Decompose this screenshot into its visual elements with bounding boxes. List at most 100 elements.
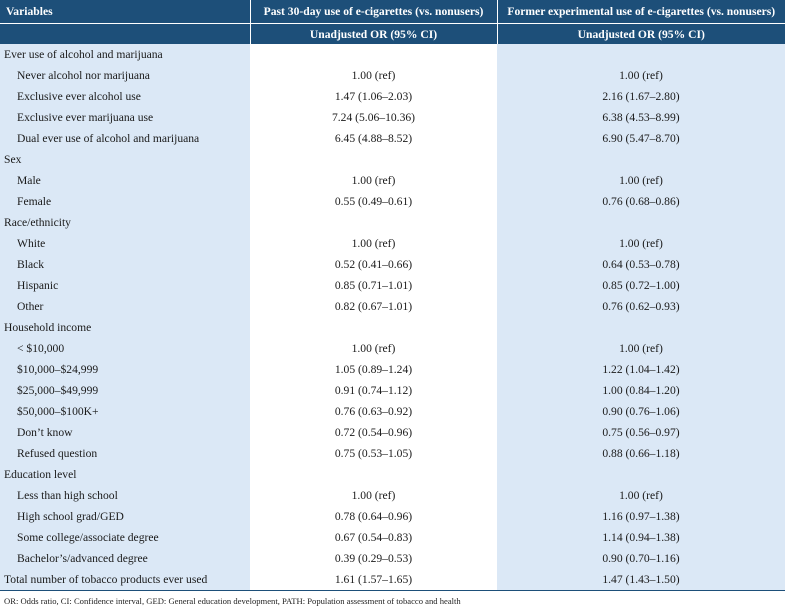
row-label: Some college/associate degree <box>0 527 250 548</box>
past-30-day-or: 0.72 (0.54–0.96) <box>250 422 497 443</box>
former-experimental-or: 0.90 (0.70–1.16) <box>497 548 785 569</box>
former-experimental-or: 0.76 (0.62–0.93) <box>497 296 785 317</box>
row-label: Race/ethnicity <box>0 212 250 233</box>
past-30-day-or: 0.76 (0.63–0.92) <box>250 401 497 422</box>
past-30-day-or: 7.24 (5.06–10.36) <box>250 107 497 128</box>
former-experimental-or <box>497 212 785 233</box>
former-experimental-or: 0.85 (0.72–1.00) <box>497 275 785 296</box>
past-30-day-or: 0.75 (0.53–1.05) <box>250 443 497 464</box>
table-section-row: Household income <box>0 317 785 338</box>
former-experimental-or: 6.38 (4.53–8.99) <box>497 107 785 128</box>
former-experimental-or <box>497 149 785 170</box>
former-experimental-or: 1.00 (ref) <box>497 485 785 506</box>
past-30-day-or <box>250 44 497 65</box>
former-experimental-or <box>497 44 785 65</box>
table-section-row: Ever use of alcohol and marijuana <box>0 44 785 65</box>
former-experimental-or: 1.14 (0.94–1.38) <box>497 527 785 548</box>
former-experimental-or: 1.22 (1.04–1.42) <box>497 359 785 380</box>
table-section-row: Education level <box>0 464 785 485</box>
past-30-day-or: 0.78 (0.64–0.96) <box>250 506 497 527</box>
row-label: Dual ever use of alcohol and marijuana <box>0 128 250 149</box>
row-label: Exclusive ever marijuana use <box>0 107 250 128</box>
table-row: Some college/associate degree 0.67 (0.54–… <box>0 527 785 548</box>
table-row: Male 1.00 (ref) 1.00 (ref) <box>0 170 785 191</box>
former-experimental-or <box>497 464 785 485</box>
row-label: Never alcohol nor marijuana <box>0 65 250 86</box>
past-30-day-or: 0.91 (0.74–1.12) <box>250 380 497 401</box>
row-label: Other <box>0 296 250 317</box>
past-30-day-or: 1.00 (ref) <box>250 338 497 359</box>
table-row: Female 0.55 (0.49–0.61) 0.76 (0.68–0.86) <box>0 191 785 212</box>
table-row: Never alcohol nor marijuana 1.00 (ref) 1.0… <box>0 65 785 86</box>
past-30-day-or: 1.00 (ref) <box>250 233 497 254</box>
former-experimental-or: 2.16 (1.67–2.80) <box>497 86 785 107</box>
row-label: Refused question <box>0 443 250 464</box>
table-row: $25,000–$49,999 0.91 (0.74–1.12) 1.00 (0.8… <box>0 380 785 401</box>
table-row: Other 0.82 (0.67–1.01) 0.76 (0.62–0.93) <box>0 296 785 317</box>
header-variables: Variables <box>0 0 250 24</box>
former-experimental-or: 1.16 (0.97–1.38) <box>497 506 785 527</box>
past-30-day-or: 1.05 (0.89–1.24) <box>250 359 497 380</box>
table-row: Exclusive ever alcohol use 1.47 (1.06–2.0… <box>0 86 785 107</box>
past-30-day-or <box>250 149 497 170</box>
former-experimental-or: 1.00 (ref) <box>497 338 785 359</box>
row-label: Male <box>0 170 250 191</box>
past-30-day-or: 1.00 (ref) <box>250 170 497 191</box>
table-footnote: OR: Odds ratio, CI: Confidence interval,… <box>4 596 461 606</box>
table-body: Ever use of alcohol and marijuana Never a… <box>0 44 785 591</box>
odds-ratio-table: Variables Past 30-day use of e-cigarette… <box>0 0 785 591</box>
former-experimental-or: 1.00 (ref) <box>497 65 785 86</box>
former-experimental-or: 0.88 (0.66–1.18) <box>497 443 785 464</box>
table-header: Variables Past 30-day use of e-cigarette… <box>0 0 785 44</box>
header-variables-blank <box>0 23 250 44</box>
row-label: $50,000–$100K+ <box>0 401 250 422</box>
past-30-day-or: 0.55 (0.49–0.61) <box>250 191 497 212</box>
past-30-day-or: 6.45 (4.88–8.52) <box>250 128 497 149</box>
former-experimental-or: 1.00 (ref) <box>497 170 785 191</box>
table-row: $10,000–$24,999 1.05 (0.89–1.24) 1.22 (1.0… <box>0 359 785 380</box>
table-row: High school grad/GED 0.78 (0.64–0.96) 1.16… <box>0 506 785 527</box>
past-30-day-or: 0.82 (0.67–1.01) <box>250 296 497 317</box>
table-row: < $10,000 1.00 (ref) 1.00 (ref) <box>0 338 785 359</box>
header-past-30-day: Past 30-day use of e-cigarettes (vs. non… <box>249 0 497 24</box>
former-experimental-or: 1.00 (ref) <box>497 233 785 254</box>
past-30-day-or <box>250 317 497 338</box>
header-row-primary: Variables Past 30-day use of e-cigarette… <box>0 0 785 24</box>
former-experimental-or: 6.90 (5.47–8.70) <box>497 128 785 149</box>
row-label: Household income <box>0 317 250 338</box>
row-label: Exclusive ever alcohol use <box>0 86 250 107</box>
former-experimental-or: 0.76 (0.68–0.86) <box>497 191 785 212</box>
former-experimental-or: 1.47 (1.43–1.50) <box>497 569 785 591</box>
past-30-day-or <box>250 464 497 485</box>
past-30-day-or: 1.61 (1.57–1.65) <box>250 569 497 591</box>
row-label: $25,000–$49,999 <box>0 380 250 401</box>
table-row: Dual ever use of alcohol and marijuana 6.… <box>0 128 785 149</box>
row-label: Hispanic <box>0 275 250 296</box>
table-row: Less than high school 1.00 (ref) 1.00 (ref… <box>0 485 785 506</box>
former-experimental-or: 1.00 (0.84–1.20) <box>497 380 785 401</box>
table-row: $50,000–$100K+ 0.76 (0.63–0.92) 0.90 (0.76… <box>0 401 785 422</box>
row-label: High school grad/GED <box>0 506 250 527</box>
table-section-row: Total number of tobacco products ever us… <box>0 569 785 591</box>
row-label: Less than high school <box>0 485 250 506</box>
row-label: White <box>0 233 250 254</box>
row-label: Bachelor’s/advanced degree <box>0 548 250 569</box>
past-30-day-or <box>250 212 497 233</box>
table-row: Bachelor’s/advanced degree 0.39 (0.29–0.5… <box>0 548 785 569</box>
past-30-day-or: 1.00 (ref) <box>250 485 497 506</box>
table-row: Black 0.52 (0.41–0.66) 0.64 (0.53–0.78) <box>0 254 785 275</box>
header-sub-unadjusted-2: Unadjusted OR (95% CI) <box>496 23 785 44</box>
row-label: Education level <box>0 464 250 485</box>
past-30-day-or: 0.52 (0.41–0.66) <box>250 254 497 275</box>
row-label: $10,000–$24,999 <box>0 359 250 380</box>
former-experimental-or <box>497 317 785 338</box>
table-row: Exclusive ever marijuana use 7.24 (5.06–1… <box>0 107 785 128</box>
row-label: Total number of tobacco products ever us… <box>0 569 250 591</box>
row-label: Don’t know <box>0 422 250 443</box>
table-row: Hispanic 0.85 (0.71–1.01) 0.85 (0.72–1.00) <box>0 275 785 296</box>
table-row: Refused question 0.75 (0.53–1.05) 0.88 (0.… <box>0 443 785 464</box>
former-experimental-or: 0.90 (0.76–1.06) <box>497 401 785 422</box>
row-label: Sex <box>0 149 250 170</box>
former-experimental-or: 0.64 (0.53–0.78) <box>497 254 785 275</box>
